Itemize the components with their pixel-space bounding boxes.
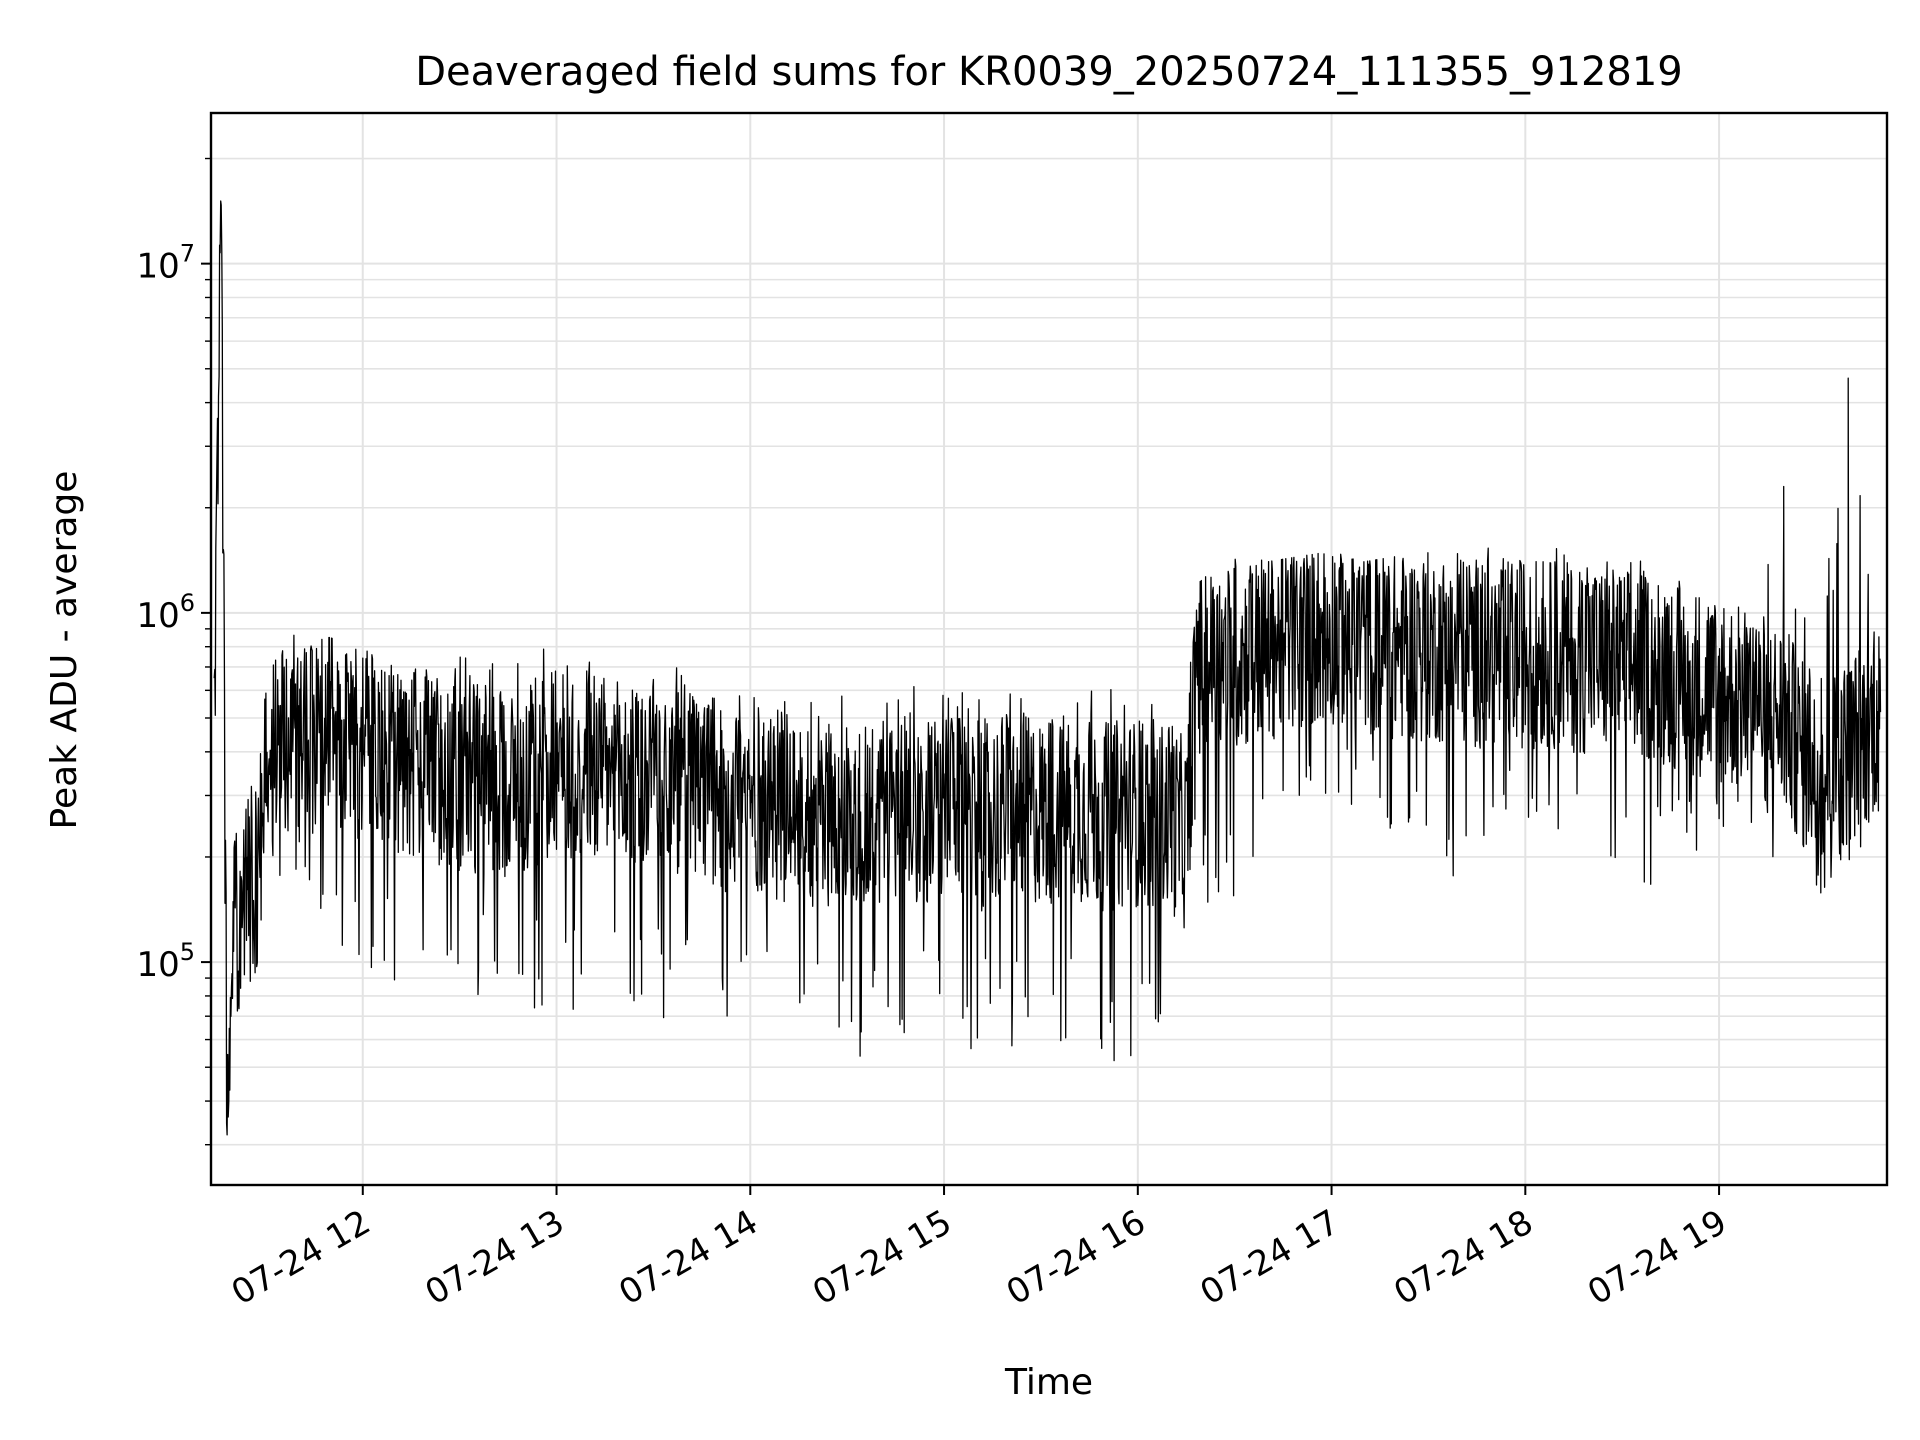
chart-title: Deaveraged field sums for KR0039_2025072… bbox=[415, 49, 1683, 95]
y-tick-label: 106 bbox=[136, 589, 195, 636]
y-tick-base: 10 bbox=[136, 247, 179, 287]
y-tick-base: 10 bbox=[136, 596, 179, 636]
y-tick-base: 10 bbox=[136, 945, 179, 985]
y-tick-exponent: 6 bbox=[180, 589, 195, 617]
y-tick-exponent: 5 bbox=[180, 938, 195, 966]
x-axis-label: Time bbox=[1004, 1362, 1093, 1403]
y-tick-label: 107 bbox=[136, 240, 195, 287]
y-axis-label: Peak ADU - average bbox=[44, 471, 85, 830]
y-tick-exponent: 7 bbox=[180, 240, 195, 268]
data-line-group bbox=[213, 200, 1882, 1136]
series-line bbox=[213, 200, 1882, 1136]
plot-frame bbox=[209, 111, 1889, 1187]
y-tick-label: 105 bbox=[136, 938, 195, 985]
